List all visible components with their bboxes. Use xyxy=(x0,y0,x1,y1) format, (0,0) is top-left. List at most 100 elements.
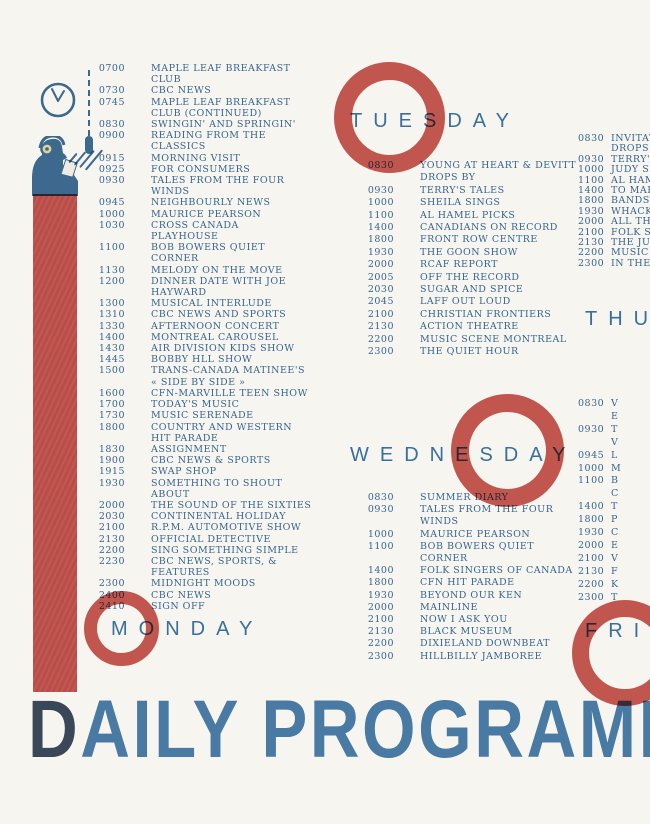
programme-title: T xyxy=(611,591,618,603)
tuesday-programme-list: 0830 YOUNG AT HEART & DEVITT DROPS BY 09… xyxy=(366,160,576,359)
programme-title: T xyxy=(611,501,618,513)
programme-title: K xyxy=(611,578,619,590)
programme-row: 2000 E xyxy=(578,540,621,553)
programme-row: 1000 SHEILA SINGS xyxy=(366,197,576,209)
programme-time: 2100 xyxy=(367,614,394,626)
programme-row: 1800 CFN HIT PARADE xyxy=(366,577,573,589)
monday-programme-list: 0700 MAPLE LEAF BREAKFAST CLUB 0730 CBC … xyxy=(97,63,311,612)
programme-row: 2000 MAINLINE xyxy=(366,602,573,614)
programme-row: 2200 SING SOMETHING SIMPLE xyxy=(97,545,311,556)
programme-time: 1000 xyxy=(98,208,125,220)
programme-row: 1100 B C xyxy=(578,475,621,501)
programme-time: 1800 xyxy=(367,577,394,589)
programme-title: DIXIELAND DOWNBEAT xyxy=(420,638,551,650)
programme-title: MONTREAL CAROUSEL xyxy=(151,331,279,343)
programme-time: 2200 xyxy=(367,333,394,345)
programme-time: 1310 xyxy=(98,309,125,321)
programme-title: JUDY SIN xyxy=(611,164,650,176)
programme-row: 1000 MAURICE PEARSON xyxy=(97,209,311,220)
programme-title: FOLK SIN xyxy=(611,226,650,238)
programme-time: 1800 xyxy=(367,234,394,246)
programme-time: 2030 xyxy=(367,284,394,296)
programme-row: 0830 YOUNG AT HEART & DEVITT DROPS BY xyxy=(366,160,576,185)
red-pillar xyxy=(33,194,77,692)
programme-time: 1200 xyxy=(98,275,125,287)
programme-row: 1310 CBC NEWS AND SPORTS xyxy=(97,309,311,320)
programme-row: 1800 BANDSTA xyxy=(578,195,650,207)
programme-title: TERRY'S xyxy=(611,153,650,165)
programme-title: TERRY'S TALES xyxy=(420,184,505,196)
programme-time: 2100 xyxy=(367,308,394,320)
programme-time: 1915 xyxy=(98,466,125,478)
programme-title: MORNING VISIT xyxy=(151,152,241,164)
programme-time: 0700 xyxy=(98,63,125,74)
programme-title: WHACKO xyxy=(611,205,650,217)
programme-title: THE QUIET HOUR xyxy=(420,346,519,358)
programme-title: TALES FROM THE FOUR WINDS xyxy=(151,175,285,198)
programme-time: 1830 xyxy=(98,443,125,455)
programme-title: SING SOMETHING SIMPLE xyxy=(151,544,299,556)
programme-time: 0830 xyxy=(578,398,605,409)
programme-title: MUSIC SCENE MONTREAL xyxy=(420,333,567,345)
programme-time: 1930 xyxy=(578,527,605,539)
programme-title: BANDSTA xyxy=(611,195,650,207)
programme-row: 0700 MAPLE LEAF BREAKFAST CLUB xyxy=(97,63,311,85)
programme-time: 2000 xyxy=(367,601,394,613)
programme-title: MAPLE LEAF BREAKFAST CLUB xyxy=(151,63,291,86)
programme-row: 1445 BOBBY HLL SHOW xyxy=(97,354,311,365)
programme-title: MUSIC SERENADE xyxy=(151,410,254,422)
programme-time: 2400 xyxy=(98,589,125,601)
programme-title: P xyxy=(611,514,618,526)
programme-title: AIR DIVISION KIDS SHOW xyxy=(151,343,295,355)
programme-title: AL HAMEL PICKS xyxy=(420,209,516,221)
programme-time: 2130 xyxy=(578,237,605,249)
programme-time: 2130 xyxy=(98,533,125,545)
programme-time: 1500 xyxy=(98,365,125,377)
programme-row: 2030 SUGAR AND SPICE xyxy=(366,284,576,296)
programme-time: 2005 xyxy=(367,271,394,283)
programme-time: 1400 xyxy=(367,565,394,577)
programme-title: CFN HIT PARADE xyxy=(420,577,515,589)
programme-row: 0930 TALES FROM THE FOUR WINDS xyxy=(366,504,573,528)
programme-time: 2100 xyxy=(578,552,605,564)
programme-title: NOW I ASK YOU xyxy=(420,614,508,626)
programme-row: 0830 V E xyxy=(578,398,621,424)
programme-title: SHEILA SINGS xyxy=(420,197,501,209)
programme-title: CANADIANS ON RECORD xyxy=(420,222,558,234)
programme-row: 2200 K xyxy=(578,579,621,592)
programme-time: 1400 xyxy=(578,501,605,513)
programme-title: R.P.M. AUTOMOTIVE SHOW xyxy=(151,522,302,534)
programme-row: 2005 OFF THE RECORD xyxy=(366,272,576,284)
programme-row: 1500 TRANS-CANADA MATINEE'S « SIDE BY SI… xyxy=(97,365,311,387)
programme-title: T V xyxy=(611,423,619,448)
programme-time: 1000 xyxy=(367,528,394,540)
programme-time: 0730 xyxy=(98,85,125,97)
programme-row: 1930 SOMETHING TO SHOUT ABOUT xyxy=(97,478,311,500)
programme-row: 1100 AL HAMEL PICKS xyxy=(366,210,576,222)
programme-title: THE GOON SHOW xyxy=(420,246,518,258)
programme-time: 1000 xyxy=(367,197,394,209)
programme-title: TRANS-CANADA MATINEE'S « SIDE BY SIDE » xyxy=(151,365,305,388)
programme-row: 1300 MUSICAL INTERLUDE xyxy=(97,298,311,309)
programme-time: 1730 xyxy=(98,410,125,422)
programme-row: 2100 V xyxy=(578,553,621,566)
programme-time: 2000 xyxy=(98,499,125,511)
programme-title: RCAF REPORT xyxy=(420,259,498,271)
programme-title: SUMMER DIARY xyxy=(420,492,509,503)
programme-row: 0915 MORNING VISIT xyxy=(97,153,311,164)
programme-row: 2410 SIGN OFF xyxy=(97,601,311,612)
programme-title: V xyxy=(611,552,619,564)
day-label-friday: FRIDAY xyxy=(585,620,650,642)
programme-title: M xyxy=(611,462,622,474)
programme-time: 2200 xyxy=(578,247,605,259)
programme-time: 1900 xyxy=(98,455,125,467)
programme-row: 1800 P xyxy=(578,514,621,527)
programme-time: 0915 xyxy=(98,152,125,164)
programme-title: F xyxy=(611,565,619,577)
programme-title: TODAY'S MUSIC xyxy=(151,399,240,411)
programme-time: 1930 xyxy=(367,246,394,258)
programme-time: 0930 xyxy=(367,184,394,196)
programme-title: MAURICE PEARSON xyxy=(151,208,262,220)
programme-row: 0930 TALES FROM THE FOUR WINDS xyxy=(97,175,311,197)
